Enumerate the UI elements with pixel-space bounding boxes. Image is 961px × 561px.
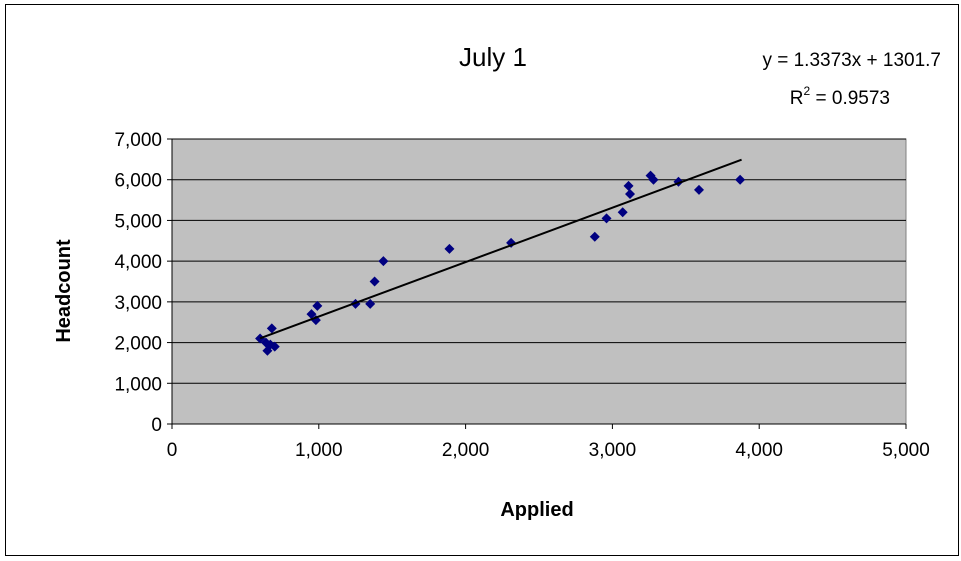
- data-point: [378, 256, 389, 267]
- data-point: [444, 243, 455, 254]
- data-point: [312, 300, 323, 311]
- y-tick-label: 1,000: [114, 374, 162, 395]
- r-squared-value: = 0.9573: [810, 88, 890, 109]
- x-tick-label: 1,000: [295, 440, 343, 461]
- trendline-r-squared: R2 = 0.9573: [790, 84, 890, 109]
- data-point: [365, 298, 376, 309]
- trendline-equation: y = 1.3373x + 1301.7: [762, 50, 941, 71]
- x-tick-label: 3,000: [589, 440, 637, 461]
- x-tick-label: 4,000: [735, 440, 783, 461]
- y-tick-label: 0: [151, 415, 162, 436]
- data-point: [735, 174, 746, 185]
- data-point: [369, 276, 380, 287]
- y-tick-label: 7,000: [114, 130, 162, 151]
- r-squared-exponent: 2: [804, 84, 811, 98]
- scatter-chart: July 1 y = 1.3373x + 1301.7 R2 = 0.9573 …: [5, 4, 959, 556]
- y-tick-label: 6,000: [114, 171, 162, 192]
- chart-title: July 1: [459, 42, 527, 72]
- data-point: [269, 341, 280, 352]
- data-point: [648, 174, 659, 185]
- plot-area: [171, 138, 907, 425]
- x-axis-title: Applied: [500, 499, 573, 521]
- trendline: [259, 158, 742, 340]
- data-point: [623, 180, 634, 191]
- y-tick-label: 4,000: [114, 252, 162, 273]
- x-tick-label: 0: [167, 440, 178, 461]
- y-tick-label: 2,000: [114, 334, 162, 355]
- x-tick-label: 2,000: [442, 440, 490, 461]
- x-tick-label: 5,000: [882, 440, 930, 461]
- y-tick-label: 5,000: [114, 211, 162, 232]
- y-axis-title: Headcount: [53, 239, 75, 343]
- data-point: [617, 207, 628, 218]
- chart-frame: July 1 y = 1.3373x + 1301.7 R2 = 0.9573 …: [5, 4, 959, 556]
- y-tick-label: 3,000: [114, 293, 162, 314]
- data-point: [266, 323, 277, 334]
- data-point: [625, 188, 636, 199]
- data-point: [589, 231, 600, 242]
- r-squared-prefix: R: [790, 88, 804, 109]
- data-point: [694, 184, 705, 195]
- data-point: [601, 213, 612, 224]
- plot-layer: 0 1,000 2,000 3,000 4,000 5,000 6,000 7,000 0 1,0…: [114, 130, 929, 461]
- data-point: [306, 309, 317, 320]
